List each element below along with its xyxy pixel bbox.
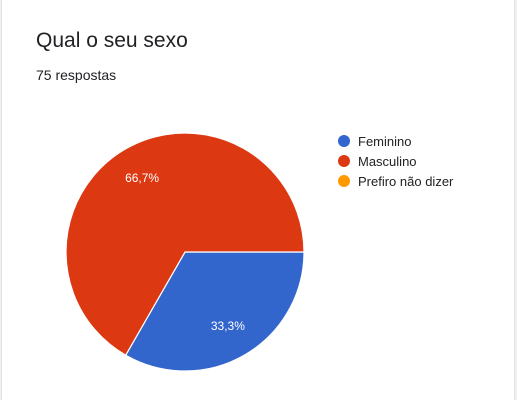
legend-swatch-masculino <box>338 155 350 167</box>
legend-swatch-prefiro-nao-dizer <box>338 175 350 187</box>
legend-swatch-feminino <box>338 135 350 147</box>
legend-label-prefiro-nao-dizer: Prefiro não dizer <box>358 173 454 189</box>
legend-item-prefiro-nao-dizer[interactable]: Prefiro não dizer <box>338 171 453 191</box>
pie-slice-feminino[interactable] <box>124 251 305 372</box>
chart-legend: Feminino Masculino Prefiro não dizer <box>338 131 453 191</box>
question-title: Qual o seu sexo <box>36 29 188 52</box>
response-count: 75 respostas <box>36 67 117 83</box>
pie-label-feminino: 33,3% <box>211 319 245 333</box>
legend-item-feminino[interactable]: Feminino <box>338 131 453 151</box>
legend-label-feminino: Feminino <box>358 133 412 149</box>
pie-slice-masculino[interactable] <box>65 132 305 357</box>
legend-label-masculino: Masculino <box>358 153 417 169</box>
pie-label-masculino: 66,7% <box>125 171 159 185</box>
legend-item-masculino[interactable]: Masculino <box>338 151 453 171</box>
